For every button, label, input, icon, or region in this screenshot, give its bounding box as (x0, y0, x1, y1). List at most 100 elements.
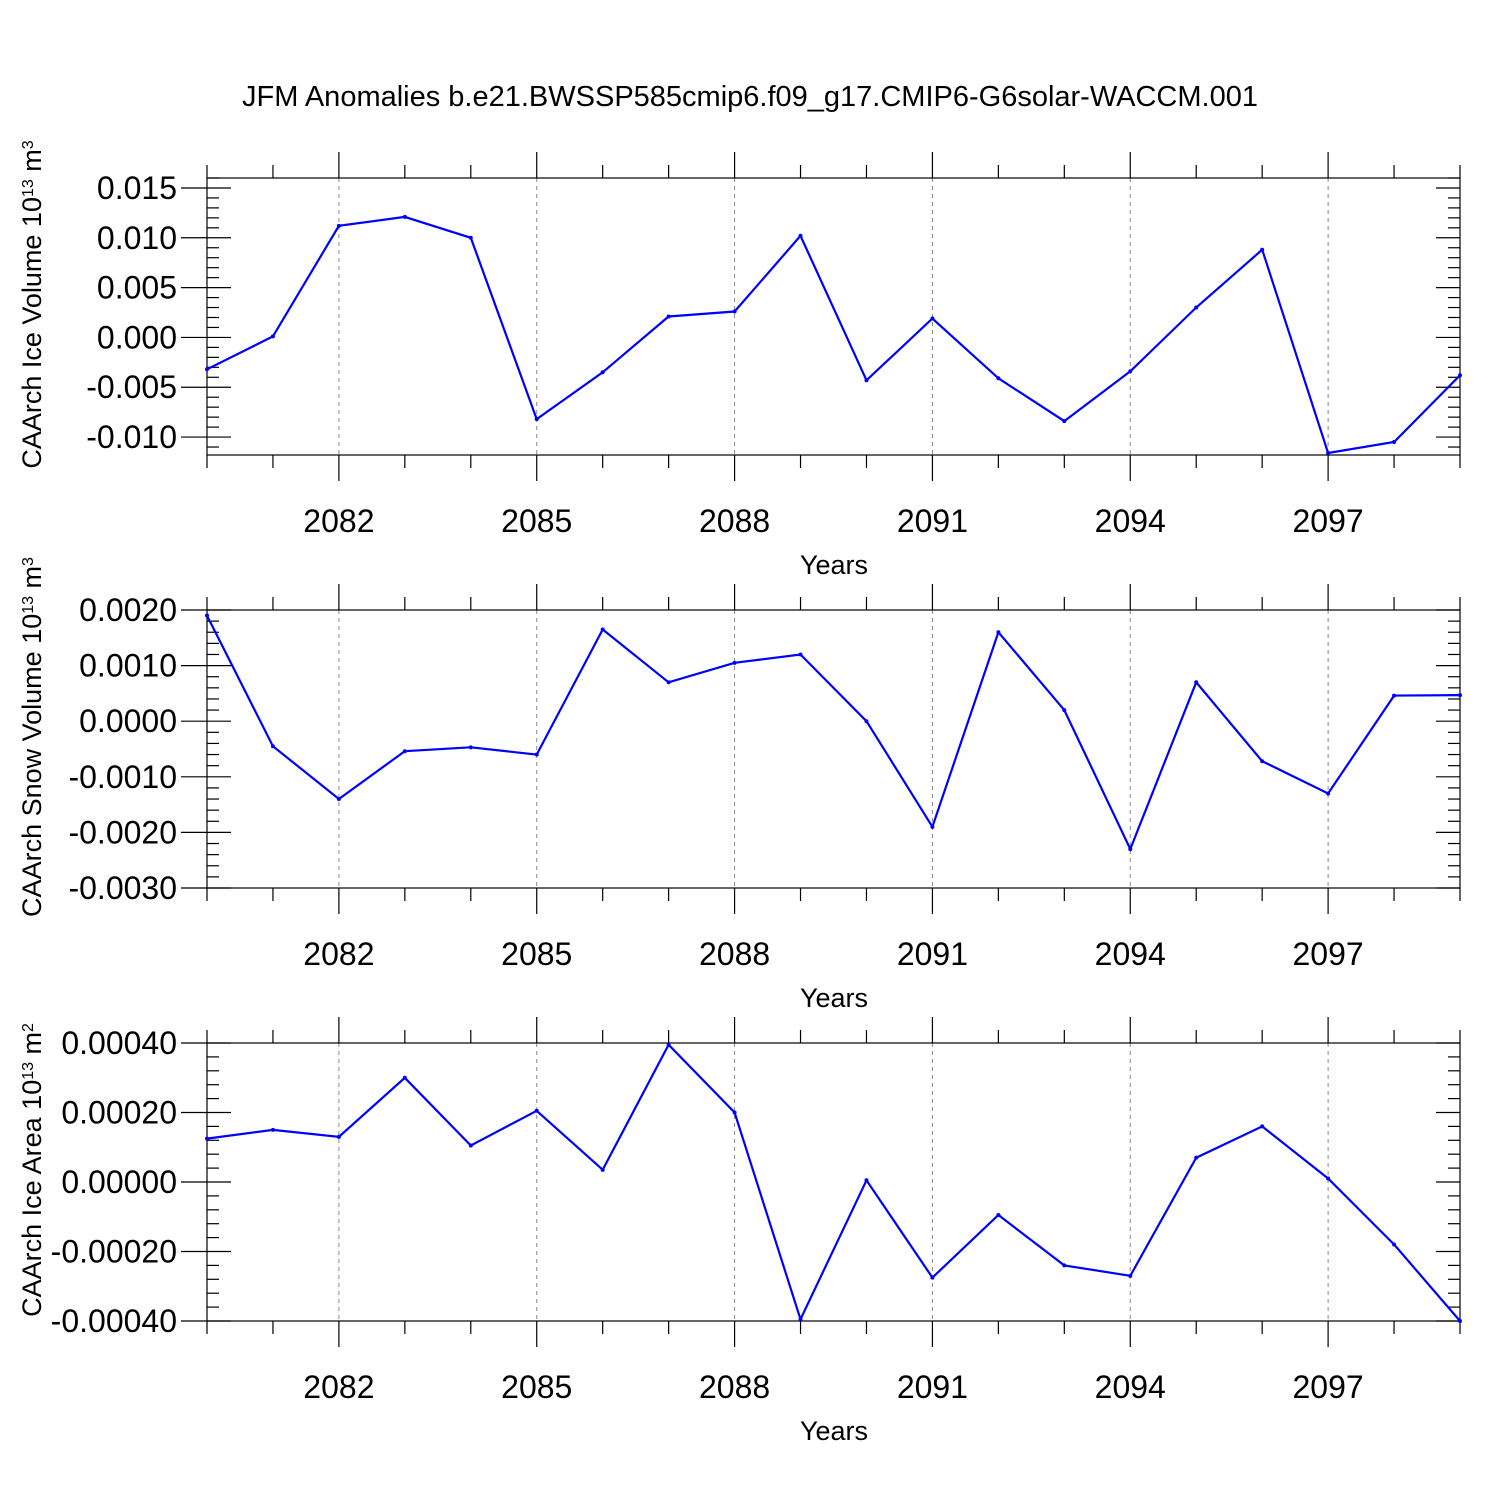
data-point (1260, 247, 1265, 252)
data-point (402, 214, 407, 219)
data-point (864, 378, 869, 383)
y-axis-label: CAArch Ice Area 1013 m2 (17, 1023, 47, 1317)
x-tick-label: 2088 (699, 1369, 770, 1405)
data-point (534, 417, 539, 422)
data-point (270, 334, 275, 339)
y-axis-label: CAArch Snow Volume 1013 m3 (17, 557, 47, 917)
data-point (930, 824, 935, 829)
x-tick-label: 2082 (303, 1369, 374, 1405)
data-point (666, 314, 671, 319)
y-tick-label: -0.0020 (68, 814, 177, 850)
y-axis-label-unit-exponent: 3 (20, 140, 37, 149)
data-point (336, 1134, 341, 1139)
data-point (864, 719, 869, 724)
x-axis-label: Years (800, 983, 868, 1013)
data-point (600, 627, 605, 632)
data-point (732, 309, 737, 314)
data-point (1392, 693, 1397, 698)
y-tick-label: -0.0010 (68, 759, 177, 795)
x-tick-label: 2085 (501, 503, 572, 539)
data-point (1194, 680, 1199, 685)
y-tick-label: 0.010 (97, 220, 177, 256)
data-point (1062, 419, 1067, 424)
y-axis-label-exponent: 13 (20, 179, 37, 197)
y-tick-label: 0.00000 (61, 1164, 177, 1200)
y-tick-label: 0.000 (97, 319, 177, 355)
data-point (1128, 1273, 1133, 1278)
data-point (534, 1108, 539, 1113)
data-point (1260, 759, 1265, 764)
data-point (1260, 1124, 1265, 1129)
data-point (205, 367, 209, 372)
y-axis-label-unit: m (17, 1032, 47, 1062)
data-point (1458, 693, 1462, 698)
x-tick-label: 2085 (501, 936, 572, 972)
y-axis-label-unit: m (17, 149, 47, 179)
x-tick-label: 2094 (1095, 936, 1166, 972)
data-point (468, 235, 473, 240)
data-point (1194, 1155, 1199, 1160)
data-point (798, 233, 803, 238)
panel-3: -0.00040 -0.00020 0.00000 0.00020 0.00040 208… (17, 1017, 1462, 1446)
x-tick-label: 2097 (1293, 503, 1364, 539)
data-point (996, 376, 1001, 381)
data-point (930, 1275, 935, 1280)
data-point (1062, 1263, 1067, 1268)
data-point (666, 1042, 671, 1047)
y-tick-label: -0.00040 (51, 1303, 177, 1339)
data-point (600, 1167, 605, 1172)
y-axis-label-text: CAArch Ice Volume 10 (17, 197, 47, 469)
x-axis-label: Years (800, 1416, 868, 1446)
plot-frame (206, 177, 1461, 456)
x-tick-label: 2082 (303, 503, 374, 539)
y-axis-label-exponent: 13 (20, 1062, 37, 1080)
data-point (336, 797, 341, 802)
panel-2: -0.0030 -0.0020 -0.0010 0.0000 0.0010 0.0020 2… (17, 557, 1462, 1013)
data-point (864, 1178, 869, 1183)
data-point (205, 613, 209, 618)
x-tick-label: 2091 (897, 936, 968, 972)
y-tick-label: -0.0030 (68, 870, 177, 906)
x-tick-label: 2094 (1095, 503, 1166, 539)
data-point (1392, 440, 1397, 445)
chart-title: JFM Anomalies b.e21.BWSSP585cmip6.f09_g1… (242, 81, 1258, 113)
data-point (1128, 847, 1133, 852)
y-tick-label: 0.0010 (79, 648, 177, 684)
y-tick-label: -0.005 (86, 369, 177, 405)
y-axis-label-unit-exponent: 2 (20, 1023, 37, 1032)
x-tick-label: 2094 (1095, 1369, 1166, 1405)
x-tick-label: 2091 (897, 1369, 968, 1405)
data-point (996, 630, 1001, 635)
y-tick-label: 0.00020 (61, 1095, 177, 1131)
data-point (1128, 369, 1133, 374)
data-point (1326, 791, 1331, 796)
data-point (402, 1075, 407, 1080)
x-tick-label: 2097 (1293, 936, 1364, 972)
data-point (600, 370, 605, 375)
data-point (1392, 1242, 1397, 1247)
data-point (468, 1143, 473, 1148)
x-tick-label: 2097 (1293, 1369, 1364, 1405)
series-line (206, 1042, 1461, 1323)
y-tick-label: 0.00040 (61, 1025, 177, 1061)
data-point (1326, 1176, 1331, 1181)
data-point (1458, 373, 1462, 378)
x-tick-label: 2091 (897, 503, 968, 539)
data-point (798, 1317, 803, 1322)
y-tick-label: -0.010 (86, 419, 177, 455)
x-axis-label: Years (800, 550, 868, 580)
y-axis-label-text: CAArch Snow Volume 10 (17, 614, 47, 917)
data-point (1326, 451, 1331, 456)
data-point (1458, 1319, 1462, 1323)
x-tick-label: 2088 (699, 503, 770, 539)
plot-frame (206, 1042, 1461, 1322)
x-tick-label: 2088 (699, 936, 770, 972)
data-point (534, 752, 539, 757)
series-line (206, 215, 1461, 455)
data-point (798, 652, 803, 657)
data-point (930, 316, 935, 321)
y-axis-label-unit: m (17, 566, 47, 596)
data-point (205, 1136, 209, 1141)
data-point (336, 223, 341, 228)
